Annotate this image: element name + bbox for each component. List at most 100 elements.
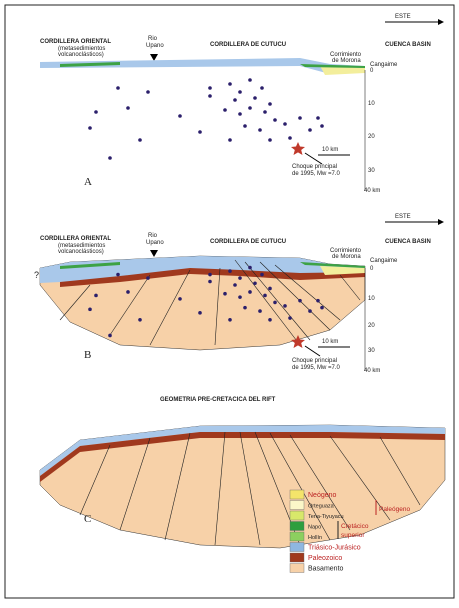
label: Upano bbox=[146, 43, 164, 49]
hypocenter bbox=[126, 106, 130, 110]
hypocenter bbox=[198, 311, 202, 315]
label: ? bbox=[34, 270, 39, 280]
hypocenter bbox=[253, 281, 257, 285]
legend-swatch bbox=[290, 543, 304, 552]
hypocenter bbox=[178, 297, 182, 301]
hypocenter bbox=[283, 304, 287, 308]
depth: 40 km bbox=[364, 188, 380, 194]
hypocenter bbox=[146, 90, 150, 94]
figure: ESTE CORDILLERA ORIENTAL (metasedimiento… bbox=[0, 0, 459, 603]
hypocenter bbox=[320, 306, 324, 310]
hypocenter bbox=[273, 301, 277, 305]
label: CORDILLERA ORIENTAL bbox=[40, 39, 111, 45]
hypocenter bbox=[283, 122, 287, 126]
hypocenter bbox=[243, 124, 247, 128]
legend-swatch bbox=[290, 511, 304, 520]
hypocenter bbox=[228, 138, 232, 142]
hypocenter bbox=[316, 116, 320, 120]
hypocenter bbox=[268, 102, 272, 106]
hypocenter bbox=[108, 334, 112, 338]
hypocenter bbox=[258, 309, 262, 313]
hypocenter bbox=[208, 273, 212, 277]
direction: ESTE bbox=[395, 14, 411, 20]
hypocenter bbox=[228, 318, 232, 322]
label: de 1995, Mw =7.0 bbox=[292, 365, 341, 371]
label: de Morona bbox=[332, 58, 361, 64]
hypocenter bbox=[268, 318, 272, 322]
label: CORDILLERA ORIENTAL bbox=[40, 236, 111, 242]
hypocenter bbox=[238, 276, 242, 280]
hypocenter bbox=[260, 86, 264, 90]
hypocenter bbox=[248, 290, 252, 294]
group-label: Paleógeno bbox=[379, 506, 410, 513]
label: CORDILLERA DE CUTUCU bbox=[210, 239, 286, 245]
hypocenter bbox=[258, 128, 262, 132]
label: CUENCA BASIN bbox=[385, 42, 431, 48]
legend-label: Napo bbox=[308, 525, 321, 531]
hypocenter bbox=[253, 96, 257, 100]
label: Cangaime bbox=[370, 62, 398, 68]
hypocenter bbox=[94, 110, 98, 114]
hypocenter bbox=[208, 86, 212, 90]
hypocenter bbox=[233, 98, 237, 102]
hypocenter bbox=[308, 128, 312, 132]
depth: 20 bbox=[368, 323, 375, 329]
depth: 10 bbox=[368, 296, 375, 302]
title: GEOMETRIA PRE-CRETACICA DEL RIFT bbox=[160, 397, 276, 403]
hypocenter bbox=[248, 266, 252, 270]
hypocenter bbox=[238, 90, 242, 94]
label: de Morona bbox=[332, 254, 361, 260]
hypocenter bbox=[208, 94, 212, 98]
hypocenter bbox=[316, 299, 320, 303]
hypocenter bbox=[268, 287, 272, 291]
legend-label: Neógeno bbox=[308, 492, 337, 499]
hypocenter bbox=[94, 294, 98, 298]
hypocenter bbox=[208, 280, 212, 284]
label: Choque principal bbox=[292, 358, 337, 364]
legend-swatch bbox=[290, 501, 304, 510]
legend-swatch bbox=[290, 532, 304, 541]
hypocenter bbox=[146, 276, 150, 280]
depth: 30 bbox=[368, 168, 375, 174]
label: Rio bbox=[148, 233, 158, 239]
legend-swatch bbox=[290, 522, 304, 531]
hypocenter bbox=[88, 308, 92, 312]
panel-letter: B bbox=[84, 349, 91, 361]
legend-swatch bbox=[290, 564, 304, 573]
label: de 1995, Mw =7.0 bbox=[292, 171, 341, 177]
legend-label: Orteguaza bbox=[308, 504, 335, 510]
hypocenter bbox=[138, 138, 142, 142]
label: CORDILLERA DE CUTUCU bbox=[210, 42, 286, 48]
hypocenter bbox=[223, 108, 227, 112]
hypocenter bbox=[288, 136, 292, 140]
depth: 30 bbox=[368, 348, 375, 354]
hypocenter bbox=[273, 118, 277, 122]
hypocenter bbox=[88, 126, 92, 130]
hypocenter bbox=[238, 295, 242, 299]
hypocenter bbox=[108, 156, 112, 160]
label: Choque principal bbox=[292, 164, 337, 170]
hypocenter bbox=[116, 273, 120, 277]
panel-letter: A bbox=[84, 176, 92, 188]
group-label: superior bbox=[341, 532, 365, 539]
legend-label: Hollín bbox=[308, 535, 322, 541]
depth: 20 bbox=[368, 134, 375, 140]
group-label: Cretácico bbox=[341, 523, 369, 530]
hypocenter bbox=[228, 269, 232, 273]
depth: 10 bbox=[368, 101, 375, 107]
hypocenter bbox=[298, 116, 302, 120]
hypocenter bbox=[243, 306, 247, 310]
hypocenter bbox=[308, 309, 312, 313]
hypocenter bbox=[223, 292, 227, 296]
legend-swatch bbox=[290, 553, 304, 562]
hypocenter bbox=[320, 124, 324, 128]
hypocenter bbox=[248, 78, 252, 82]
hypocenter bbox=[268, 138, 272, 142]
label: volcanoclásticos) bbox=[58, 249, 104, 255]
hypocenter bbox=[178, 114, 182, 118]
hypocenter bbox=[248, 106, 252, 110]
hypocenter bbox=[198, 130, 202, 134]
hypocenter bbox=[263, 110, 267, 114]
hypocenter bbox=[138, 318, 142, 322]
legend-label: Paleozoico bbox=[308, 555, 342, 562]
